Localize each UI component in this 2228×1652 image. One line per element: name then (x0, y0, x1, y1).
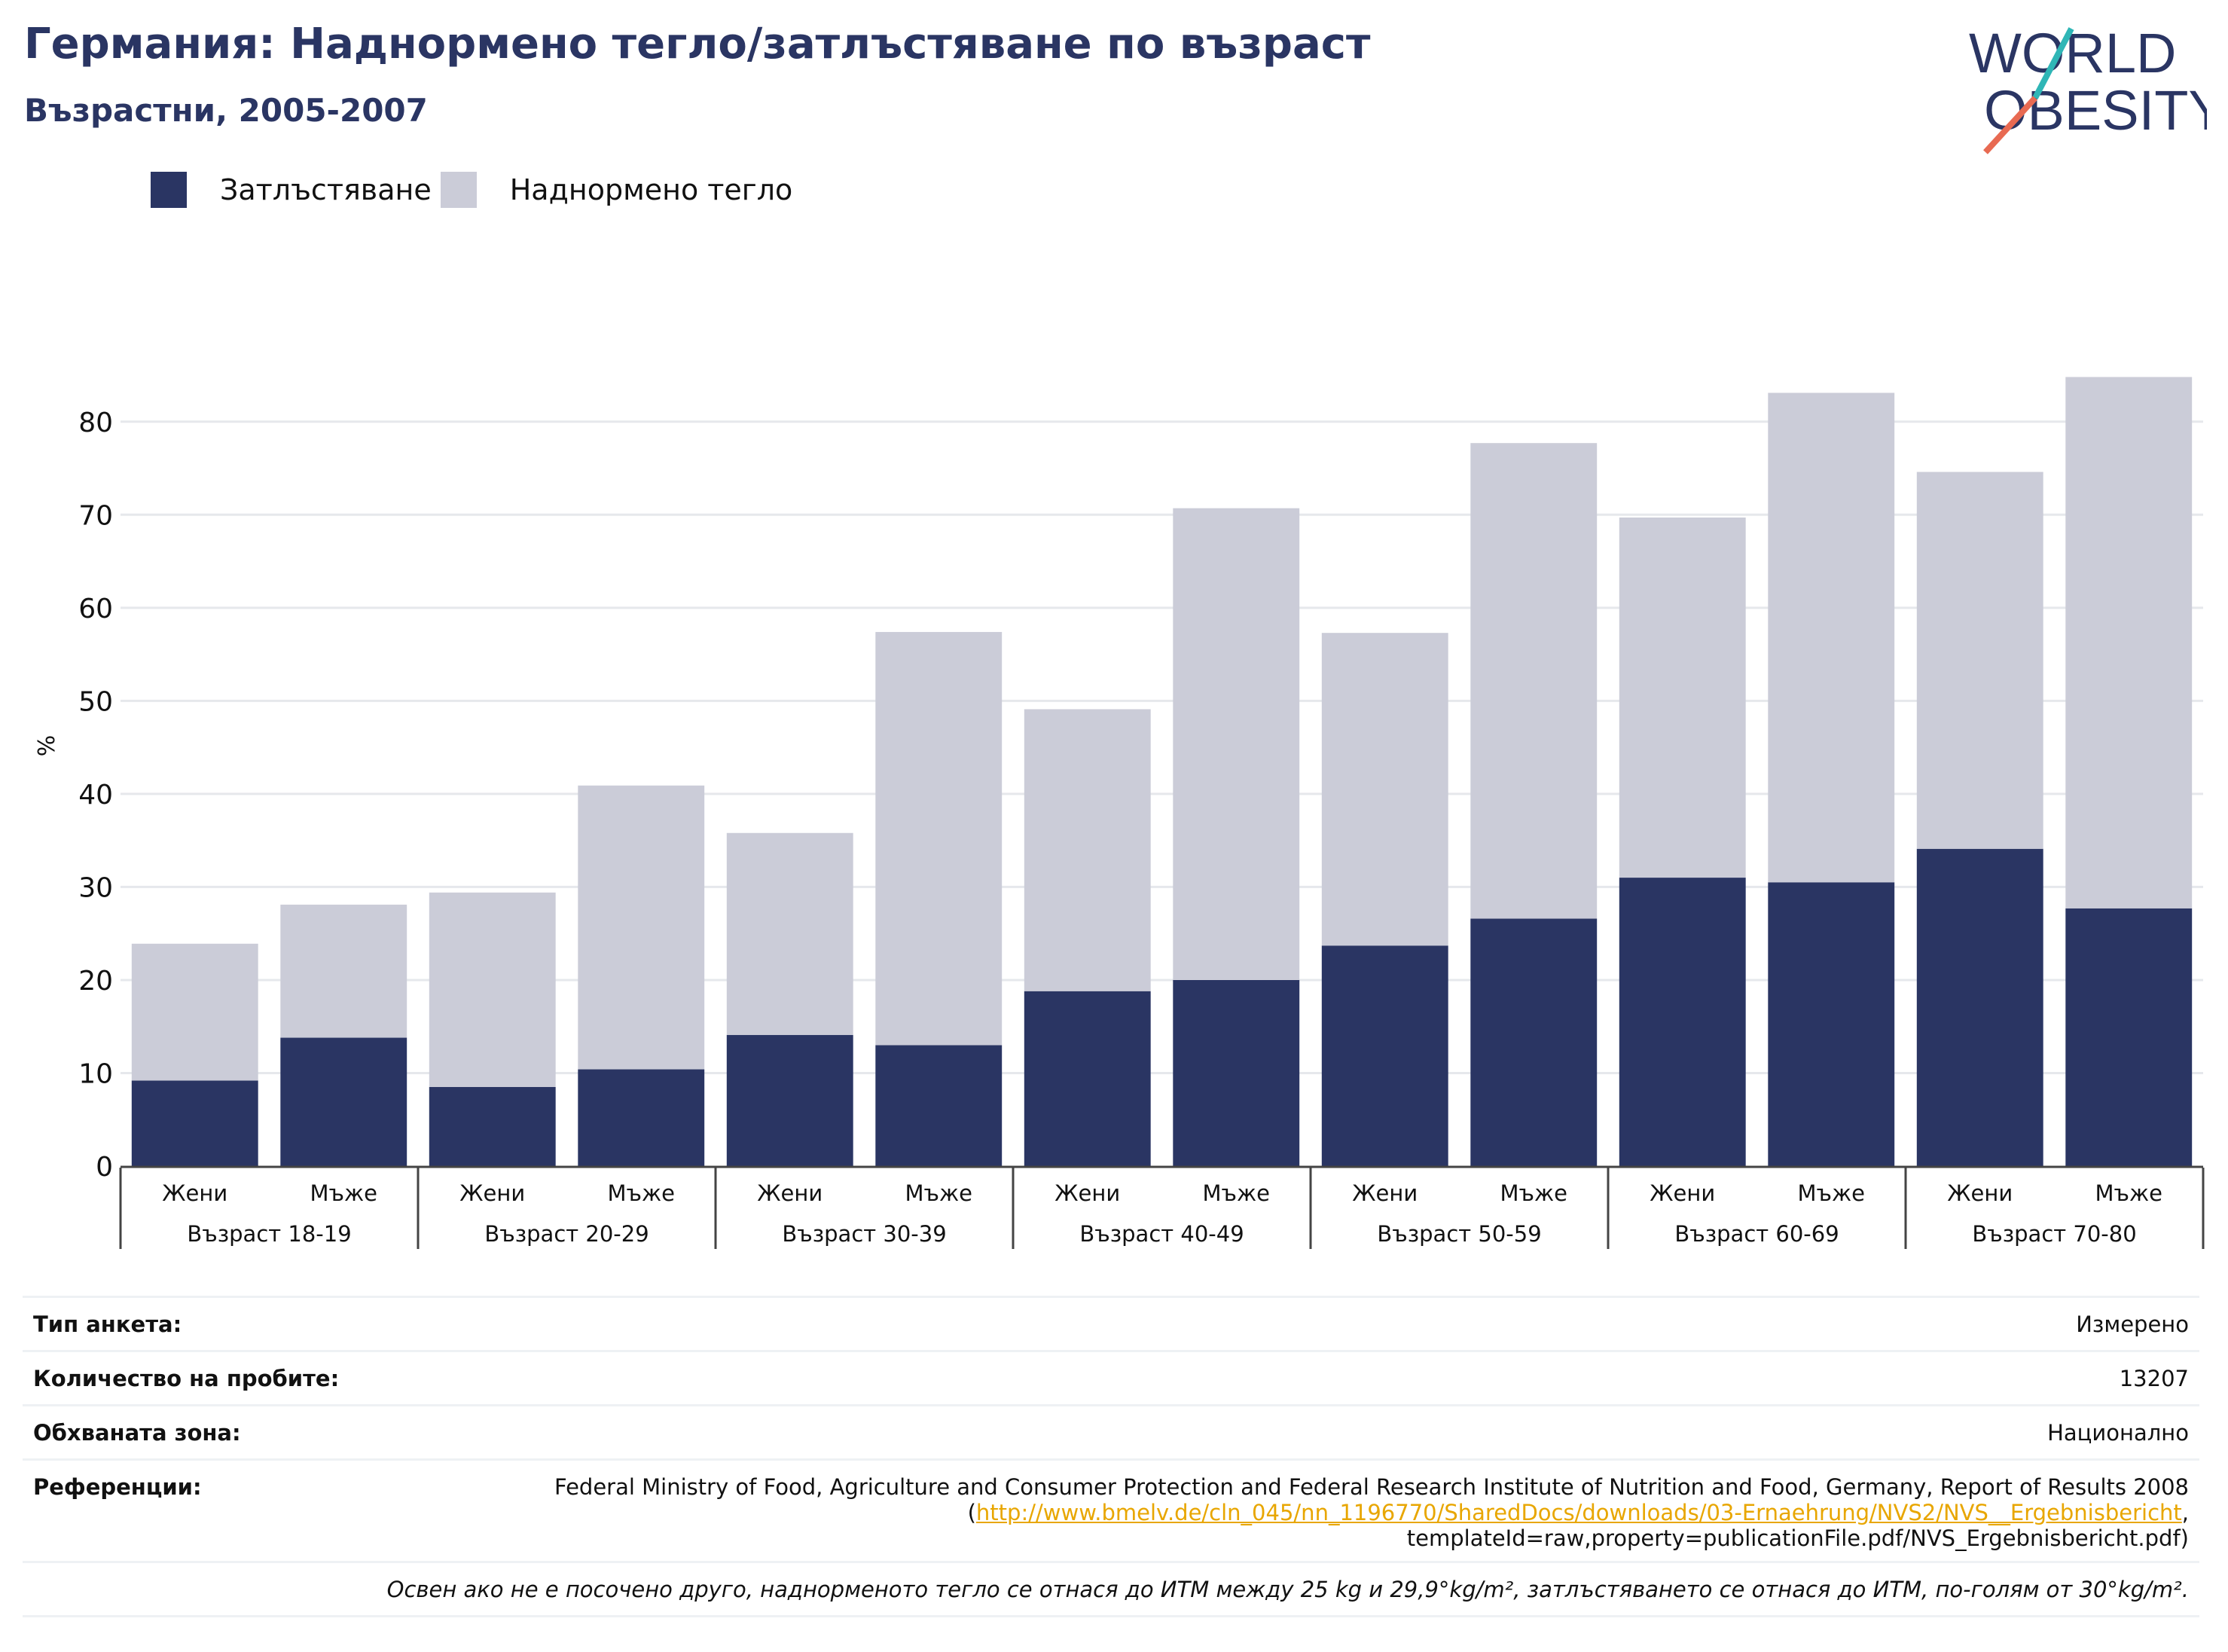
bar-obesity (1024, 991, 1151, 1166)
group-label: Възраст 30-39 (782, 1221, 946, 1247)
bar-overweight (1173, 508, 1300, 980)
bar-overweight (1916, 472, 2043, 849)
bar-obesity (429, 1087, 556, 1166)
x-tick-label: Мъже (1203, 1180, 1270, 1206)
bar-overweight (1768, 392, 1895, 883)
y-tick-label: 80 (78, 408, 113, 438)
x-tick-label: Жени (757, 1180, 823, 1206)
bar-obesity (1619, 878, 1746, 1166)
bar-obesity (578, 1069, 705, 1166)
bar-obesity (875, 1045, 1003, 1166)
info-row-references: Референции: Federal Ministry of Food, Ag… (23, 1458, 2199, 1562)
group-label: Възраст 20-29 (484, 1221, 649, 1247)
x-tick-label: Жени (459, 1180, 525, 1206)
y-tick-label: 10 (78, 1058, 113, 1089)
logo-line-1: WORLD (1969, 23, 2176, 84)
y-tick-label: 50 (78, 686, 113, 717)
y-tick-label: 0 (96, 1152, 113, 1183)
bar-obesity (1321, 945, 1448, 1166)
legend-item-obesity: Затлъстяване (151, 172, 432, 208)
bar-overweight (726, 832, 853, 1035)
y-tick-label: 60 (78, 594, 113, 624)
group-label: Възраст 50-59 (1377, 1221, 1541, 1247)
world-obesity-logo: WORLD OBESITY (1969, 23, 2207, 154)
info-row-note: Освен ако не е посочено друго, наднормен… (23, 1561, 2199, 1617)
x-tick-label: Мъже (1500, 1180, 1567, 1206)
bar-overweight (1024, 709, 1151, 991)
bar-obesity (2065, 908, 2193, 1166)
bar-obesity (1470, 918, 1598, 1166)
chart-title: Германия: Наднормено тегло/затлъстяване … (24, 20, 1371, 69)
x-tick-label: Мъже (608, 1180, 675, 1206)
legend-label-obesity: Затлъстяване (220, 173, 432, 206)
survey-type-value: Измерено (420, 1296, 2199, 1351)
group-label: Възраст 70-80 (1972, 1221, 2136, 1247)
bar-overweight (1470, 443, 1598, 919)
stacked-bar-chart: 0 10 20 30 40 50 60 70 80 Жени Мъже Жени Мъже Жени Мъж… (34, 377, 2205, 1249)
bar-overweight (1321, 633, 1448, 946)
survey-type-label: Тип анкета: (23, 1296, 420, 1351)
x-tick-label: Мъже (905, 1180, 972, 1206)
x-tick-label: Жени (1947, 1180, 2013, 1206)
info-row-sample-size: Количество на пробите: 13207 (23, 1350, 2199, 1406)
bar-overweight (578, 785, 705, 1070)
chart-legend: Затлъстяване Наднормено тегло (151, 172, 809, 208)
references-text-end: , templateId=raw,property=publicationFil… (1406, 1500, 2189, 1551)
references-label: Референции: (23, 1458, 420, 1562)
chart-subtitle: Възрастни, 2005-2007 (24, 92, 428, 129)
bar-overweight (131, 943, 258, 1081)
sample-size-label: Количество на пробите: (23, 1350, 420, 1406)
y-axis-label: % (34, 735, 60, 757)
x-tick-label: Жени (1650, 1180, 1715, 1206)
coverage-label: Обхваната зона: (23, 1404, 420, 1460)
x-tick-label: Жени (1054, 1180, 1120, 1206)
y-tick-label: 70 (78, 500, 113, 531)
bar-obesity (131, 1080, 258, 1166)
group-label: Възраст 60-69 (1674, 1221, 1839, 1247)
bar-obesity (1916, 848, 2043, 1166)
references-text: Federal Ministry of Food, Agriculture an… (554, 1474, 2189, 1525)
axes: 0 10 20 30 40 50 60 70 80 Жени Мъже Жени Мъже Жени Мъж… (78, 408, 2205, 1249)
legend-item-overweight: Наднормено тегло (440, 172, 793, 208)
x-tick-label: Мъже (1798, 1180, 1865, 1206)
coverage-value: Национално (420, 1404, 2199, 1460)
x-tick-label: Жени (1352, 1180, 1418, 1206)
x-tick-label: Мъже (2095, 1180, 2162, 1206)
y-tick-label: 30 (78, 872, 113, 903)
bar-obesity (1768, 882, 1895, 1166)
references-link[interactable]: http://www.bmelv.de/cln_045/nn_1196770/S… (975, 1500, 2182, 1525)
survey-info-table: Тип анкета: Измерено Количество на проби… (23, 1296, 2199, 1617)
info-row-coverage: Обхваната зона: Национално (23, 1404, 2199, 1460)
bar-overweight (875, 631, 1003, 1046)
y-tick-label: 20 (78, 966, 113, 997)
group-label: Възраст 18-19 (187, 1221, 351, 1247)
bar-overweight (2065, 377, 2193, 908)
definition-note: Освен ако не е посочено друго, наднормен… (23, 1561, 2199, 1617)
bar-obesity (280, 1037, 407, 1166)
x-tick-label: Жени (162, 1180, 227, 1206)
info-row-survey-type: Тип анкета: Измерено (23, 1296, 2199, 1351)
sample-size-value: 13207 (420, 1350, 2199, 1406)
legend-label-overweight: Наднормено тегло (509, 173, 793, 206)
bar-overweight (1619, 518, 1746, 878)
bars (131, 377, 2193, 1166)
bar-overweight (429, 892, 556, 1087)
bar-overweight (280, 904, 407, 1038)
y-tick-label: 40 (78, 780, 113, 811)
group-label: Възраст 40-49 (1079, 1221, 1244, 1247)
x-tick-label: Мъже (310, 1180, 377, 1206)
references-value: Federal Ministry of Food, Agriculture an… (420, 1458, 2199, 1562)
bar-obesity (726, 1034, 853, 1166)
bar-obesity (1173, 979, 1300, 1166)
legend-swatch-overweight (440, 172, 477, 208)
legend-swatch-obesity (151, 172, 187, 208)
